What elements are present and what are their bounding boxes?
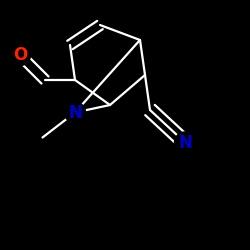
Circle shape [174, 132, 196, 153]
Circle shape [64, 102, 86, 123]
Circle shape [10, 44, 30, 66]
Text: N: N [68, 104, 82, 122]
Text: O: O [13, 46, 27, 64]
Text: N: N [178, 134, 192, 152]
